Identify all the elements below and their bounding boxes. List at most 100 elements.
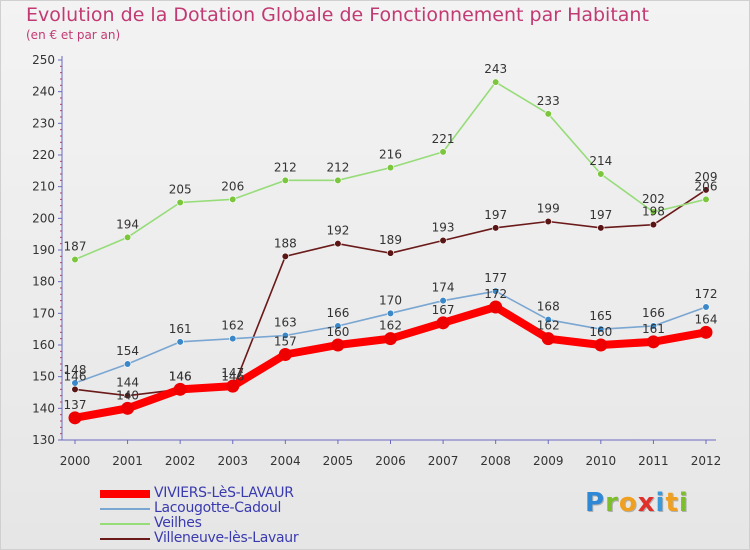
data-point: [702, 186, 710, 194]
data-point: [597, 325, 605, 333]
series-veilhes: [71, 78, 710, 264]
x-tick-label: 2010: [586, 454, 617, 468]
data-label: 162: [537, 319, 560, 333]
data-point: [229, 335, 237, 343]
x-tick-label: 2004: [270, 454, 301, 468]
data-point: [541, 332, 555, 346]
data-label: 233: [537, 94, 560, 108]
data-label: 174: [432, 281, 455, 295]
x-tick-label: 2011: [638, 454, 669, 468]
y-tick-label: 140: [32, 401, 55, 415]
x-tick-label: 2003: [217, 454, 248, 468]
data-label: 167: [432, 303, 455, 317]
data-point: [281, 331, 289, 340]
y-tick-label: 190: [32, 243, 55, 257]
y-tick-label: 200: [32, 211, 55, 225]
data-label: 199: [537, 202, 560, 216]
data-point: [492, 287, 500, 295]
data-point: [492, 78, 500, 86]
data-label: 187: [64, 240, 87, 254]
logo-letter: P: [585, 488, 606, 518]
series-viviers-les-lavaur: [68, 300, 713, 425]
data-label: 212: [326, 160, 349, 174]
x-tick-label: 2009: [533, 454, 564, 468]
data-label: 147: [221, 366, 244, 380]
data-point: [386, 249, 395, 257]
series-lacougotte-cadoul: [71, 287, 710, 387]
legend-swatch: [100, 537, 150, 540]
data-label: 160: [326, 325, 349, 339]
legend-swatch: [100, 489, 150, 498]
y-tick-label: 170: [32, 306, 55, 320]
line-chart: 130 140 150 160 170 180 190 200 210 220 230 240 250 2…: [32, 53, 722, 468]
x-tick-label: 2012: [691, 454, 722, 468]
data-label: 166: [326, 306, 349, 320]
data-label: 148: [64, 363, 87, 377]
legend-label: Villeneuve-lès-Lavaur: [154, 530, 299, 546]
data-point: [646, 335, 660, 349]
data-point: [544, 316, 552, 324]
data-label: 163: [274, 316, 297, 330]
data-label: 146: [169, 369, 192, 383]
data-label: 140: [116, 388, 139, 402]
logo-letter: x: [637, 488, 656, 518]
legend-swatch: [100, 507, 150, 510]
data-point: [439, 297, 447, 305]
legend-swatch: [100, 522, 150, 525]
legend-label: Veilhes: [154, 515, 202, 531]
legend-item: VIVIERS-LèS-LAVAUR: [100, 486, 400, 501]
data-point: [173, 382, 187, 396]
data-label: 188: [274, 236, 297, 250]
y-tick-label: 240: [32, 85, 55, 99]
y-tick-label: 220: [32, 148, 55, 162]
data-label: 162: [221, 319, 244, 333]
data-point: [702, 303, 710, 311]
data-label: 192: [326, 224, 349, 238]
data-point: [71, 385, 79, 393]
data-label: 170: [379, 293, 402, 307]
data-point: [544, 110, 552, 118]
data-point: [597, 170, 605, 178]
data-point: [334, 240, 342, 248]
data-label: 166: [642, 306, 665, 320]
data-label: 189: [379, 233, 402, 247]
legend-label: VIVIERS-LèS-LAVAUR: [154, 485, 294, 501]
data-point: [123, 233, 132, 241]
data-point: [281, 252, 289, 260]
data-point: [278, 348, 292, 361]
data-point: [386, 164, 395, 172]
x-tick-label: 2002: [165, 454, 196, 468]
x-tick-label: 2005: [323, 454, 354, 468]
data-label: 172: [695, 287, 718, 301]
chart-subtitle: (en € et par an): [26, 28, 121, 42]
data-label: 194: [116, 217, 139, 231]
data-point: [489, 300, 503, 314]
chart-legend: VIVIERS-LèS-LAVAUR Lacougotte-Cadoul Veilh…: [100, 486, 400, 546]
y-tick-label: 160: [32, 338, 55, 352]
data-point: [702, 195, 710, 203]
logo-letter: i: [678, 488, 689, 518]
data-point: [226, 379, 240, 393]
logo-letter: i: [655, 488, 666, 518]
data-point: [384, 332, 397, 346]
data-point: [492, 224, 500, 232]
data-label: 154: [116, 344, 139, 358]
x-tick-label: 2007: [428, 454, 459, 468]
data-label: 137: [64, 398, 87, 412]
data-label: 168: [537, 300, 560, 314]
y-tick-label: 150: [32, 370, 55, 384]
legend-label: Lacougotte-Cadoul: [154, 500, 282, 516]
data-labels: 146 144 146 146 188 192 189 193 197 199 197 198 209 1…: [64, 62, 718, 412]
data-point: [334, 322, 342, 330]
data-label: 193: [432, 221, 455, 235]
data-label: 146: [221, 369, 244, 383]
data-point: [176, 198, 184, 207]
data-point: [71, 255, 79, 264]
data-point: [597, 224, 605, 232]
legend-item: Villeneuve-lès-Lavaur: [100, 531, 400, 546]
x-tick-label: 2001: [112, 454, 143, 468]
data-label: 162: [379, 319, 402, 333]
data-label: 197: [484, 208, 507, 222]
data-label: 197: [589, 208, 612, 222]
data-label: 160: [589, 325, 612, 339]
